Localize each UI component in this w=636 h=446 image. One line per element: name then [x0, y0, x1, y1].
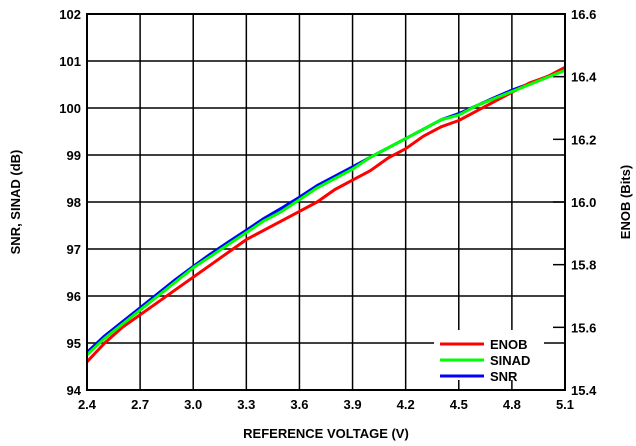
y-left-tick-label: 97 [67, 242, 81, 257]
x-tick-label: 2.4 [78, 397, 97, 412]
series-line-enob [85, 65, 566, 363]
series-lines [85, 65, 566, 363]
plot-frame [86, 13, 566, 391]
legend-label-snr: SNR [490, 369, 518, 384]
y-right-axis-title: ENOB (Bits) [618, 165, 633, 239]
x-tick-label: 4.5 [450, 397, 468, 412]
y-left-tick-label: 98 [67, 195, 81, 210]
y-right-tick-label: 15.8 [571, 258, 596, 273]
y-right-tick-labels: 15.4 15.6 15.8 16.0 16.2 16.4 16.6 [571, 7, 597, 398]
x-tick-label: 3.0 [184, 397, 202, 412]
y-left-tick-label: 95 [67, 336, 81, 351]
x-tick-label: 3.6 [290, 397, 308, 412]
y-left-tick-label: 96 [67, 289, 81, 304]
series-line-snr [85, 68, 566, 354]
y-left-tick-label: 94 [67, 383, 82, 398]
legend-label-enob: ENOB [490, 337, 528, 352]
series-line-sinad [85, 69, 566, 356]
y-right-tick-label: 15.6 [571, 320, 596, 335]
y-right-tick-label: 16.6 [571, 7, 596, 22]
x-tick-label: 2.7 [131, 397, 149, 412]
y-right-tick-label: 16.0 [571, 195, 596, 210]
y-left-tick-labels: 94 95 96 97 98 99 100 101 102 [59, 7, 81, 398]
y-left-tick-label: 101 [59, 54, 81, 69]
legend-background [434, 330, 544, 380]
x-tick-label: 4.8 [503, 397, 521, 412]
y-left-axis-title: SNR, SINAD (dB) [8, 150, 23, 255]
y-right-tick-label: 16.4 [571, 70, 597, 85]
x-tick-label: 4.2 [397, 397, 415, 412]
x-tick-label: 3.9 [344, 397, 362, 412]
x-tick-label: 5.1 [556, 397, 574, 412]
y-left-tick-label: 100 [59, 101, 81, 116]
x-tick-labels: 2.4 2.7 3.0 3.3 3.6 3.9 4.2 4.5 4.8 5.1 [78, 397, 574, 412]
x-tick-label: 3.3 [237, 397, 255, 412]
y-left-tick-label: 102 [59, 7, 81, 22]
y-right-tick-label: 16.2 [571, 132, 596, 147]
y-left-tick-label: 99 [67, 148, 81, 163]
y-right-tick-label: 15.4 [571, 383, 597, 398]
legend-label-sinad: SINAD [490, 353, 530, 368]
x-axis-title: REFERENCE VOLTAGE (V) [243, 426, 409, 441]
